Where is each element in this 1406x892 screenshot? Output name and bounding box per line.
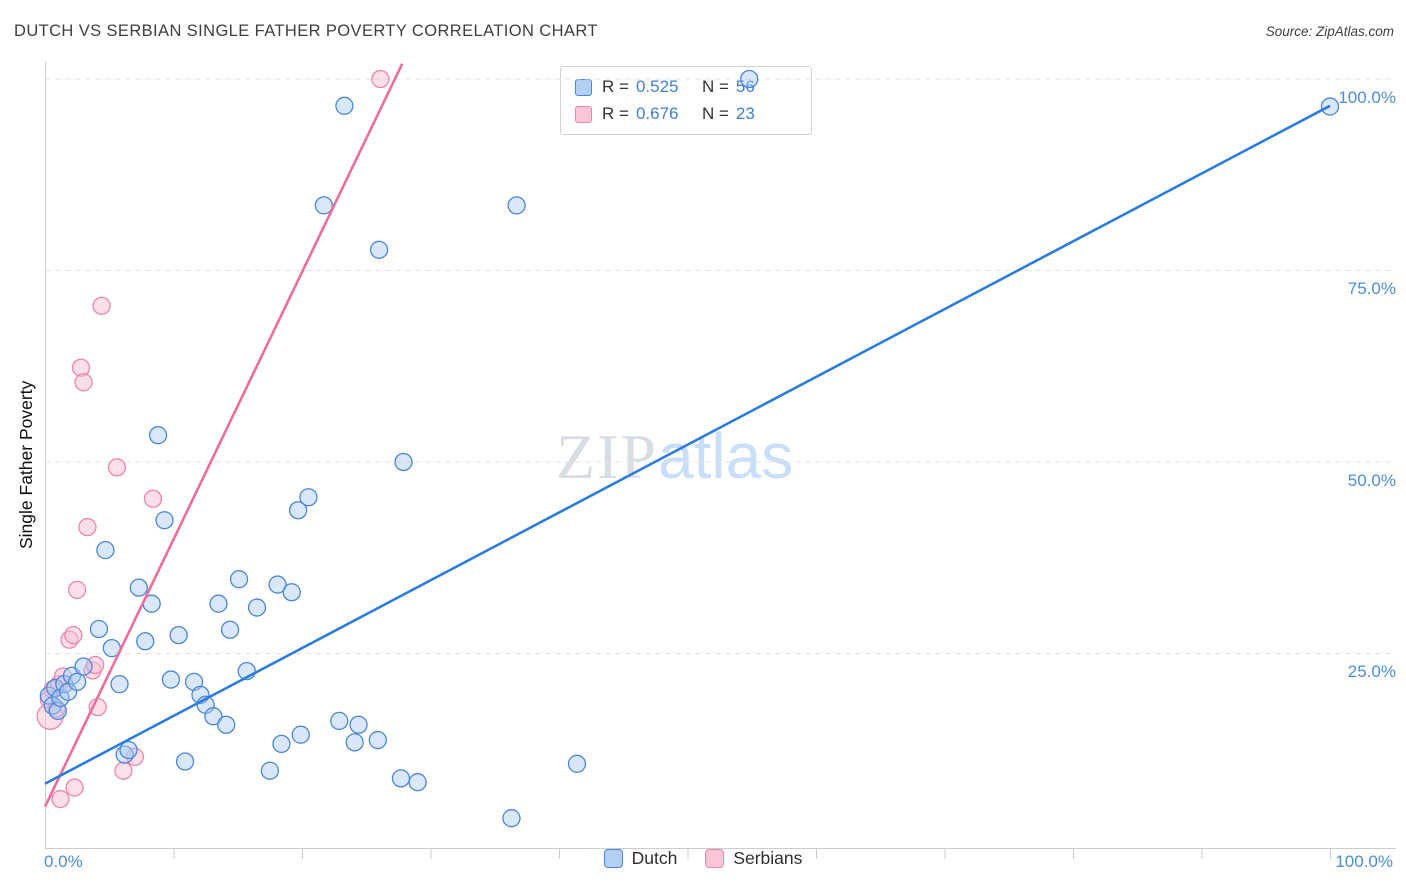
serbians-n-value: 23 (735, 104, 755, 123)
scatter-point-serbians[interactable] (51, 789, 70, 809)
scatter-point-dutch[interactable] (567, 754, 587, 773)
y-tick-label-25: 25.0% (1347, 662, 1396, 681)
series-legend: Dutch Serbians (0, 848, 1406, 869)
scatter-point-dutch[interactable] (247, 598, 267, 617)
scatter-point-dutch[interactable] (129, 578, 148, 597)
scatter-point-dutch[interactable] (368, 730, 387, 750)
scatter-point-dutch[interactable] (335, 96, 354, 115)
scatter-point-dutch[interactable] (408, 773, 427, 792)
scatter-point-dutch[interactable] (89, 619, 109, 639)
legend-row-serbians: R = 0.676 N = 23 (575, 104, 797, 124)
scatter-point-serbians[interactable] (78, 517, 97, 537)
x-tick-label-min: 0.0% (44, 852, 83, 871)
y-tick-label-100: 100.0% (1338, 88, 1396, 107)
scatter-point-dutch[interactable] (272, 734, 291, 754)
scatter-point-dutch[interactable] (349, 715, 368, 734)
dutch-swatch-icon (575, 78, 592, 96)
n-label: N = (701, 104, 729, 123)
series-dutch (39, 69, 1340, 828)
scatter-point-dutch[interactable] (155, 511, 174, 530)
scatter-point-dutch[interactable] (268, 575, 287, 594)
page-title: DUTCH VS SERBIAN SINGLE FATHER POVERTY C… (14, 22, 598, 40)
scatter-point-serbians[interactable] (371, 69, 390, 89)
scatter-point-serbians[interactable] (67, 580, 87, 600)
scatter-point-dutch[interactable] (119, 740, 138, 760)
scatter-point-dutch[interactable] (369, 240, 389, 259)
r-label: R = (602, 104, 629, 123)
scatter-point-dutch[interactable] (740, 69, 759, 89)
r-label: R = (602, 77, 629, 96)
scatter-point-dutch[interactable] (229, 570, 249, 589)
scatter-point-dutch[interactable] (67, 672, 87, 691)
scatter-point-dutch[interactable] (96, 540, 115, 560)
scatter-point-dutch[interactable] (136, 632, 155, 651)
scatter-point-serbians[interactable] (74, 373, 93, 392)
scatter-point-dutch[interactable] (169, 625, 188, 645)
scatter-point-dutch[interactable] (74, 657, 93, 676)
legend-row-dutch: R = 0.525 N = 56 (575, 77, 797, 97)
scatter-point-serbians[interactable] (114, 761, 133, 780)
watermark-atlas: atlas (658, 420, 794, 492)
scatter-point-dutch[interactable] (391, 769, 411, 788)
series-serbians (36, 69, 390, 809)
scatter-point-dutch[interactable] (282, 583, 301, 602)
scatter-point-serbians[interactable] (92, 296, 111, 315)
serbians-swatch-icon (705, 849, 725, 868)
y-tick-label-50: 50.0% (1347, 471, 1396, 490)
x-tick-label-max: 100.0% (1335, 852, 1393, 871)
scatter-point-serbians[interactable] (85, 655, 105, 675)
scatter-point-dutch[interactable] (299, 488, 318, 507)
watermark-zip: ZIP (556, 421, 658, 492)
correlation-legend: R = 0.525 N = 56 R = 0.676 N = 23 (560, 66, 812, 135)
dutch-swatch-icon (603, 849, 623, 868)
scatter-point-serbians[interactable] (107, 458, 127, 477)
scatter-point-dutch[interactable] (175, 752, 195, 771)
legend-item-serbians: Serbians (705, 848, 802, 869)
scatter-point-dutch[interactable] (204, 707, 223, 726)
scatter-point-dutch[interactable] (220, 620, 240, 639)
scatter-point-dutch[interactable] (209, 594, 228, 613)
legend-label-dutch: Dutch (631, 848, 678, 868)
scatter-point-dutch[interactable] (43, 696, 62, 715)
scatter-point-dutch[interactable] (502, 809, 521, 828)
scatter-point-serbians[interactable] (64, 625, 83, 645)
scatter-point-dutch[interactable] (291, 725, 310, 744)
scatter-point-dutch[interactable] (148, 426, 168, 445)
scatter-point-dutch[interactable] (330, 711, 349, 731)
dutch-r-value: 0.525 (635, 77, 679, 96)
serbians-r-value: 0.676 (635, 104, 679, 123)
scatter-point-dutch[interactable] (507, 196, 526, 215)
scatter-point-dutch[interactable] (217, 715, 236, 734)
scatter-point-dutch[interactable] (110, 674, 129, 694)
scatter-point-dutch[interactable] (288, 501, 308, 520)
scatter-point-serbians[interactable] (65, 778, 84, 797)
legend-item-dutch: Dutch (603, 848, 678, 869)
legend-label-serbians: Serbians (733, 848, 803, 868)
y-tick-label-75: 75.0% (1347, 279, 1396, 298)
trend-line-dutch (44, 104, 1331, 785)
n-label: N = (701, 77, 729, 96)
scatter-point-dutch[interactable] (314, 196, 333, 215)
zipatlas-watermark: ZIPatlas (556, 424, 793, 489)
scatter-point-dutch[interactable] (260, 761, 280, 780)
scatter-point-dutch[interactable] (345, 733, 364, 752)
trend-line-serbians (43, 63, 404, 808)
scatter-point-dutch[interactable] (394, 452, 413, 472)
serbians-swatch-icon (575, 105, 592, 123)
scatter-point-dutch[interactable] (161, 670, 181, 689)
scatter-point-serbians[interactable] (143, 489, 163, 508)
source-credit: Source: ZipAtlas.com (1265, 24, 1394, 39)
